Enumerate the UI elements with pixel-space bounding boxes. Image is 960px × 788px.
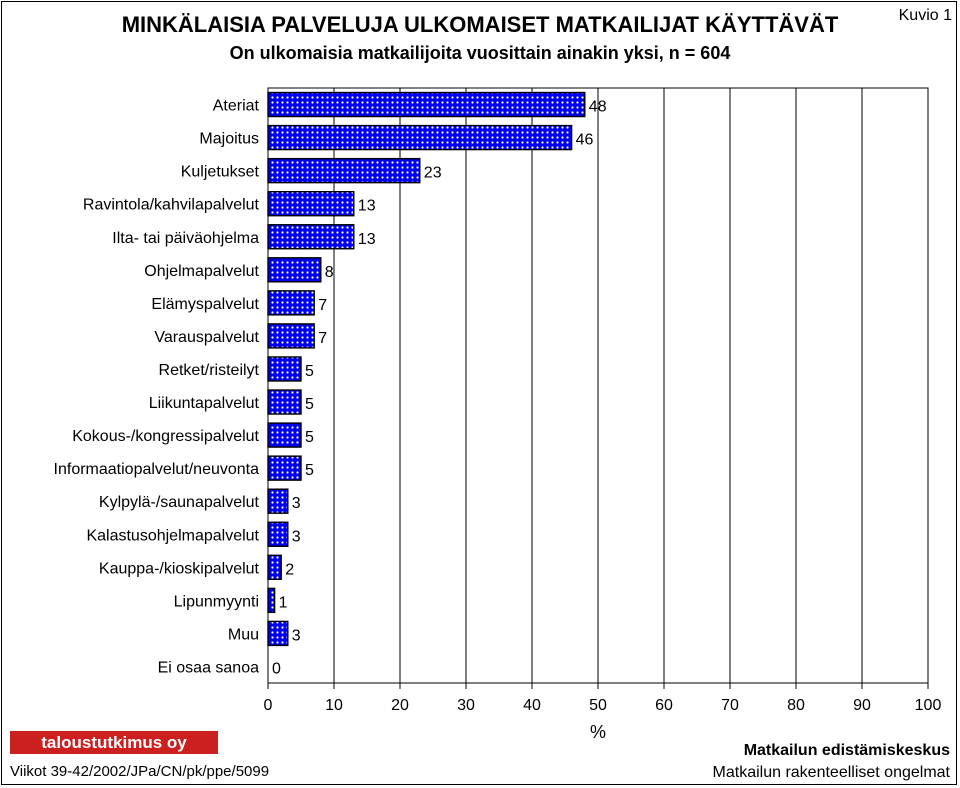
- bar: [267, 157, 421, 184]
- data-label: 5: [305, 363, 314, 380]
- category-label: Lipunmyynti: [174, 593, 259, 610]
- bar: [267, 587, 276, 614]
- category-label: Kylpylä-/saunapalvelut: [99, 494, 260, 511]
- category-label: Retket/risteilyt: [159, 362, 260, 379]
- data-label: 5: [305, 396, 314, 413]
- category-label: Elämyspalvelut: [151, 296, 259, 313]
- bar: [267, 422, 302, 448]
- x-tick-label: 90: [853, 697, 871, 714]
- bar: [267, 488, 289, 514]
- x-tick-label: 100: [915, 697, 942, 714]
- data-label: 5: [305, 462, 314, 479]
- bar: [267, 224, 355, 250]
- footer-report-title: Matkailun rakenteelliset ongelmat: [712, 764, 950, 781]
- category-label: Informaatiopalvelut/neuvonta: [54, 461, 260, 478]
- gridlines: [267, 87, 929, 684]
- data-label: 46: [576, 132, 594, 149]
- footer-organization: Matkailun edistämiskeskus: [743, 742, 950, 759]
- category-label: Muu: [228, 626, 259, 643]
- bar: [267, 91, 586, 118]
- x-tick-label: 70: [721, 697, 739, 714]
- bar: [267, 455, 302, 481]
- bar: [267, 356, 302, 382]
- data-label: 13: [358, 231, 376, 248]
- category-label: Kalastusohjelmapalvelut: [86, 527, 259, 544]
- category-label: Ei osaa sanoa: [158, 659, 260, 676]
- chart-subtitle: On ulkomaisia matkailijoita vuosittain a…: [229, 43, 731, 63]
- x-tick-label: 0: [264, 697, 273, 714]
- data-label: 1: [279, 594, 288, 611]
- category-label: Ravintola/kahvilapalvelut: [83, 197, 260, 214]
- data-label: 48: [589, 99, 607, 116]
- data-label: 0: [272, 660, 281, 677]
- bar: [267, 389, 302, 415]
- x-tick-label: 50: [589, 697, 607, 714]
- bars: [267, 91, 586, 647]
- data-label: 8: [325, 264, 334, 281]
- x-tick-label: 20: [391, 697, 409, 714]
- data-label: 3: [292, 528, 301, 545]
- data-label: 5: [305, 429, 314, 446]
- data-label: 3: [292, 495, 301, 512]
- data-label: 7: [318, 330, 327, 347]
- x-axis: 0 10 20 30 40 50 60 70 80 90 100: [264, 683, 942, 714]
- bar: [267, 554, 282, 581]
- bar: [267, 257, 322, 283]
- x-tick-label: 80: [787, 697, 805, 714]
- category-label: Kauppa-/kioskipalvelut: [99, 560, 260, 577]
- x-axis-label: %: [590, 722, 607, 742]
- category-label: Ohjelmapalvelut: [144, 263, 259, 280]
- data-label: 3: [292, 627, 301, 644]
- bar: [267, 323, 315, 349]
- figure-label: Kuvio 1: [898, 7, 952, 24]
- x-tick-label: 40: [523, 697, 541, 714]
- footer-reference: Viikot 39-42/2002/JPa/CN/pk/ppe/5099: [10, 763, 270, 780]
- category-label: Liikuntapalvelut: [149, 395, 260, 412]
- data-label: 2: [285, 561, 294, 578]
- data-label: 7: [318, 297, 327, 314]
- bar: [267, 190, 355, 217]
- logo-text: taloustutkimus oy: [41, 733, 187, 752]
- x-tick-label: 30: [457, 697, 475, 714]
- data-label: 23: [424, 165, 442, 182]
- category-label: Varauspalvelut: [154, 329, 259, 346]
- taloustutkimus-logo: taloustutkimus oy: [10, 731, 218, 754]
- bar: [267, 521, 289, 547]
- category-label: Kokous-/kongressipalvelut: [72, 428, 259, 445]
- bar: [267, 290, 315, 316]
- category-label: Ateriat: [213, 98, 260, 115]
- category-label: Majoitus: [199, 131, 259, 148]
- category-label: Ilta- tai päiväohjelma: [112, 230, 259, 247]
- category-label: Kuljetukset: [181, 164, 260, 181]
- data-label: 13: [358, 198, 376, 215]
- x-tick-label: 60: [655, 697, 673, 714]
- x-tick-label: 10: [325, 697, 343, 714]
- chart-title: MINKÄLAISIA PALVELUJA ULKOMAISET MATKAIL…: [121, 12, 839, 37]
- bar: [267, 620, 289, 647]
- bar: [267, 124, 573, 151]
